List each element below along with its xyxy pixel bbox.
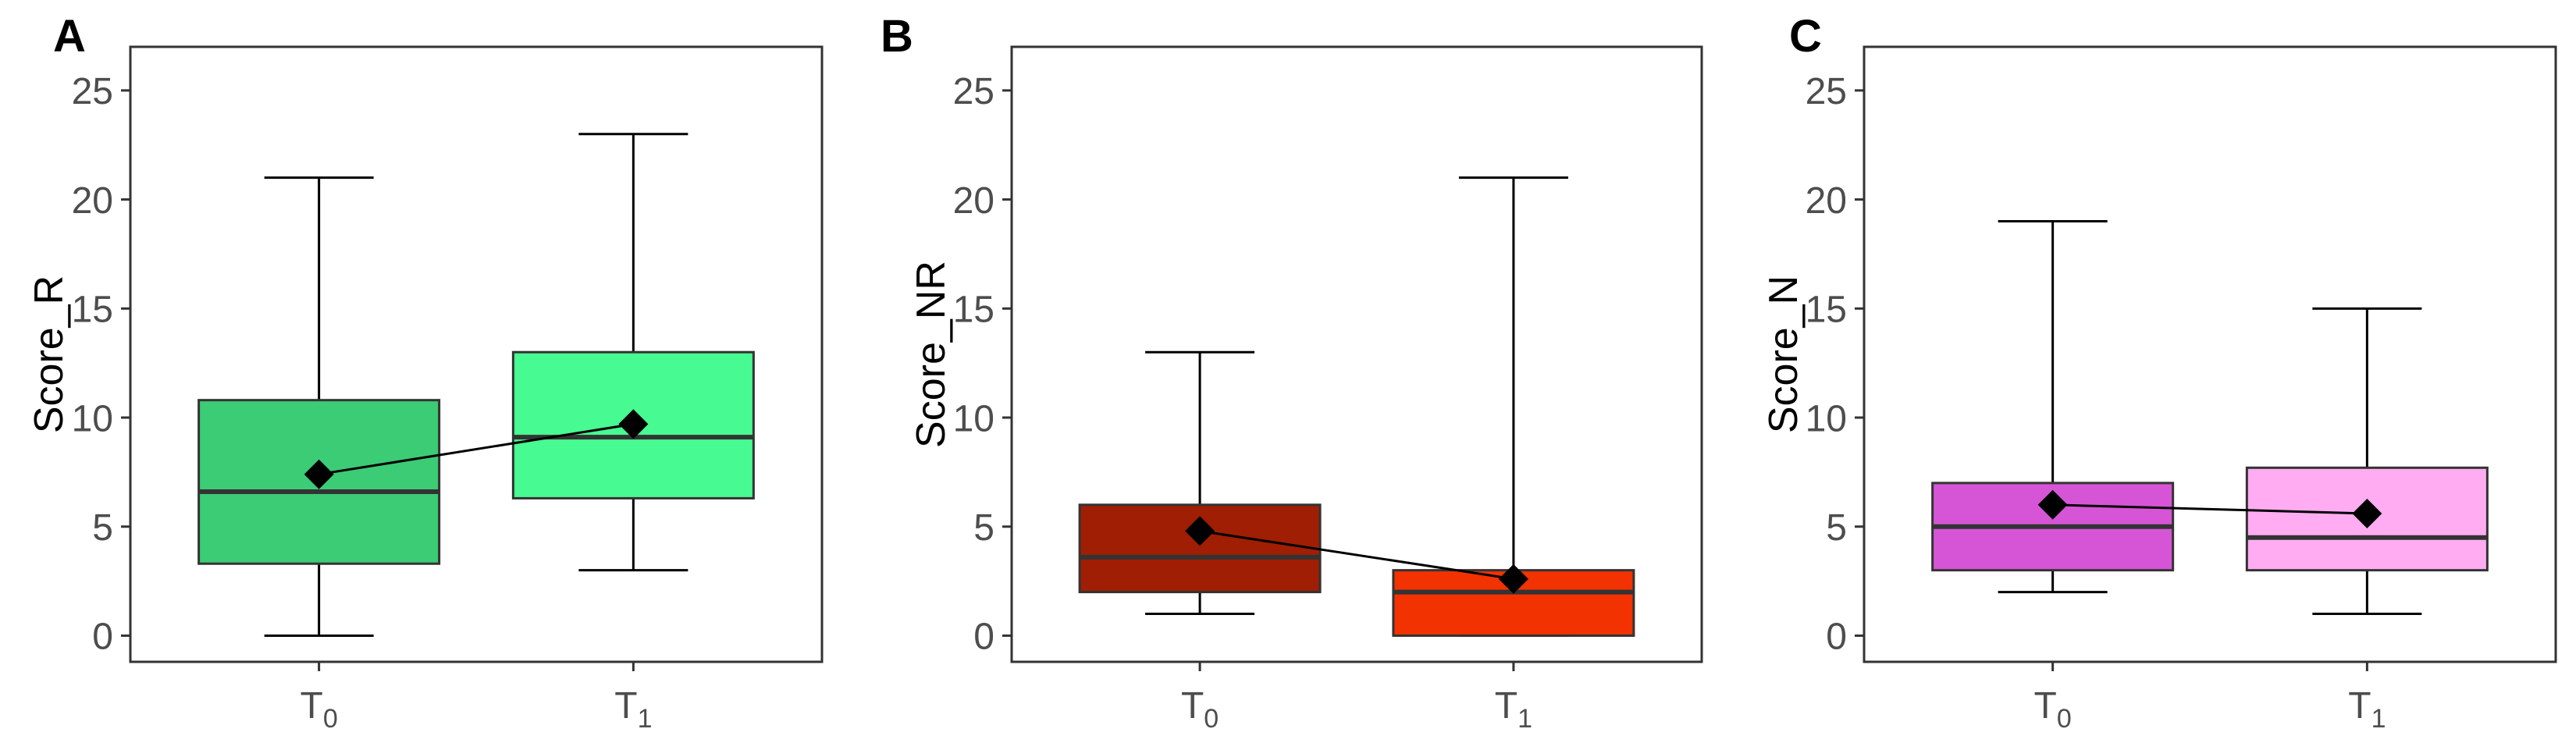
y-tick-label: 15 xyxy=(953,290,994,331)
mean-point-t1 xyxy=(1498,563,1528,594)
y-axis-title: Score_NR xyxy=(909,261,954,448)
y-tick-label: 20 xyxy=(1806,180,1847,222)
mean-point-t0 xyxy=(1185,516,1215,546)
y-tick-label: 15 xyxy=(1806,290,1847,331)
y-tick-label: 5 xyxy=(1826,507,1847,549)
y-tick-label: 20 xyxy=(953,180,994,222)
panel-letter: B xyxy=(881,11,913,62)
panel-frame xyxy=(1010,45,1703,663)
box-t0 xyxy=(197,176,441,637)
x-tick-label: T0 xyxy=(301,685,338,734)
mean-point-t1 xyxy=(2352,498,2382,528)
panel-letter: C xyxy=(1789,11,1822,62)
panel-frame xyxy=(1863,45,2557,663)
box-t0 xyxy=(1931,220,2175,594)
box-t0 xyxy=(1078,350,1322,616)
y-tick-label: 25 xyxy=(953,71,994,112)
mean-line xyxy=(318,422,634,476)
mean-point-t1 xyxy=(618,409,649,439)
y-tick-label: 10 xyxy=(953,398,994,439)
mean-line xyxy=(1199,529,1514,581)
panel-b: B Score_NR 0 5 10 15 20 25 T0 T1 xyxy=(881,11,1703,734)
box-t1 xyxy=(2245,307,2489,616)
panel-letter: A xyxy=(53,11,86,62)
mean-point-t0 xyxy=(304,459,334,489)
y-tick-label: 25 xyxy=(1806,71,1847,112)
y-tick-label: 0 xyxy=(1826,617,1847,658)
x-tick-label: T0 xyxy=(2034,685,2072,734)
y-tick-label: 15 xyxy=(72,290,113,331)
x-tick-label: T0 xyxy=(1181,685,1219,734)
mean-point-t0 xyxy=(2037,489,2068,520)
y-tick-label: 5 xyxy=(92,507,113,549)
y-axis-title: Score_N xyxy=(1761,276,1806,433)
y-tick-label: 10 xyxy=(1806,398,1847,439)
panel-a: A Score_R 0 5 10 15 20 25 T0 T1 xyxy=(27,11,824,734)
y-tick-label: 0 xyxy=(973,617,994,658)
panel-frame xyxy=(129,45,824,663)
y-tick-label: 5 xyxy=(973,507,994,549)
y-tick-label: 0 xyxy=(92,617,113,658)
y-axis-title: Score_R xyxy=(27,276,72,433)
mean-line xyxy=(2052,503,2368,515)
y-tick-label: 10 xyxy=(72,398,113,439)
x-tick-label: T1 xyxy=(1495,685,1532,734)
y-tick-label: 25 xyxy=(72,71,113,112)
x-tick-label: T1 xyxy=(614,685,652,734)
panel-c: C Score_N 0 5 10 15 20 25 T0 T1 xyxy=(1761,11,2557,734)
x-tick-label: T1 xyxy=(2348,685,2386,734)
y-tick-label: 20 xyxy=(72,180,113,222)
box-t1 xyxy=(511,133,755,572)
